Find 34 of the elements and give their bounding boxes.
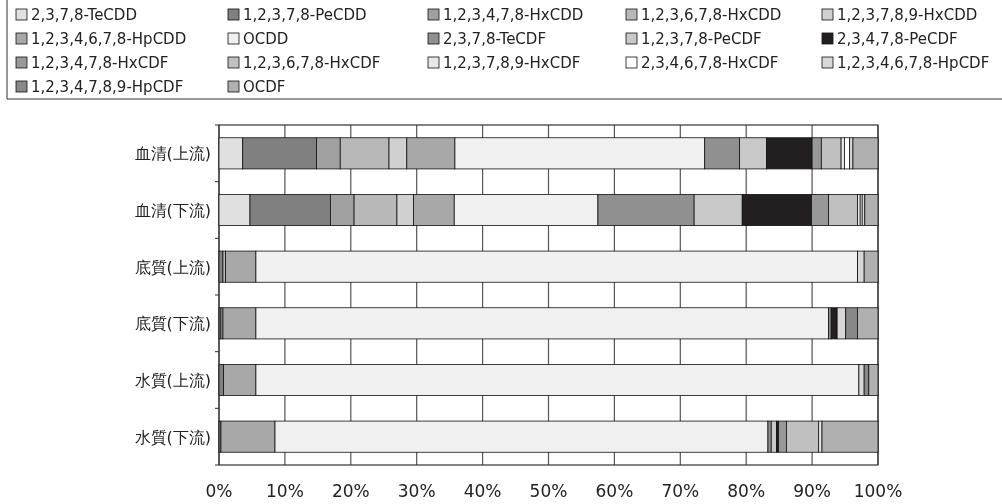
x-tick-label: 0% <box>205 481 233 501</box>
legend-label: 2,3,4,7,8-PeCDF <box>837 30 958 48</box>
x-tick-label: 60% <box>595 481 634 501</box>
legend-label: 1,2,3,4,7,8,9-HpCDF <box>31 78 184 96</box>
legend-label: OCDD <box>243 30 289 48</box>
x-tick-label: 20% <box>331 481 370 501</box>
legend-label: 1,2,3,7,8,9-HxCDD <box>837 6 978 24</box>
x-tick-label: 10% <box>266 481 304 501</box>
x-tick-label: 30% <box>397 481 436 501</box>
legend-label: 1,2,3,4,6,7,8-HpCDD <box>31 30 187 48</box>
legend-label: 1,2,3,4,7,8-HxCDD <box>443 6 584 24</box>
y-tick-label: 底質(上流) <box>134 257 211 277</box>
legend-label: 2,3,4,6,7,8-HxCDF <box>641 54 779 72</box>
x-tick-label: 70% <box>661 481 700 501</box>
legend-label: 2,3,7,8-TeCDD <box>31 6 137 24</box>
legend-label: 1,2,3,6,7,8-HxCDF <box>243 54 381 72</box>
x-tick-label: 40% <box>463 481 502 501</box>
legend-label: 1,2,3,4,6,7,8-HpCDF <box>837 54 990 72</box>
y-tick-label: 血清(上流) <box>134 144 211 164</box>
legend-label: 2,3,7,8-TeCDF <box>443 30 547 48</box>
legend-label: 1,2,3,6,7,8-HxCDD <box>641 6 782 24</box>
y-tick-label: 底質(下流) <box>134 314 211 334</box>
legend-label: 1,2,3,7,8,9-HxCDF <box>443 54 581 72</box>
y-tick-label: 血清(下流) <box>134 201 211 220</box>
x-tick-label: 100% <box>853 481 903 501</box>
legend-label: 1,2,3,4,7,8-HxCDF <box>31 54 169 72</box>
x-tick-label: 50% <box>529 481 568 501</box>
y-tick-label: 水質(上流) <box>134 371 211 390</box>
x-tick-label: 80% <box>727 481 766 501</box>
x-tick-label: 90% <box>793 481 831 501</box>
legend-label: 1,2,3,7,8-PeCDF <box>641 30 762 48</box>
y-tick-label: 水質(下流) <box>134 427 211 447</box>
legend-label: OCDF <box>243 78 286 96</box>
legend-label: 1,2,3,7,8-PeCDD <box>243 6 367 24</box>
